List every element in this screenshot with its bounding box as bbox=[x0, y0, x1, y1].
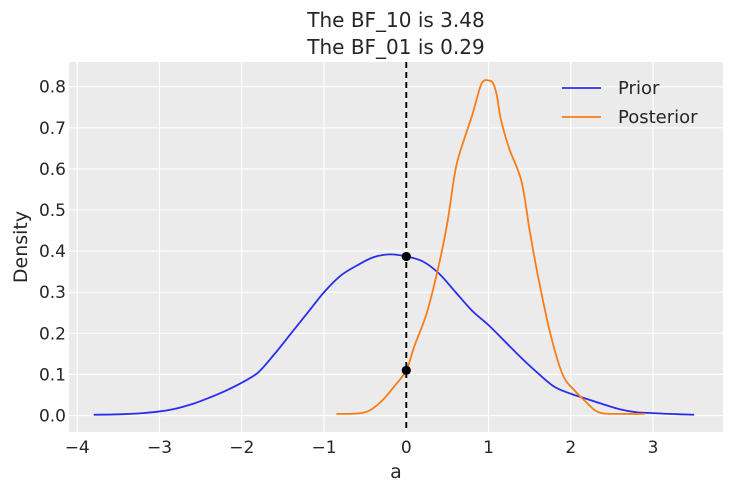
y-tick-label: 0.7 bbox=[39, 119, 66, 139]
x-tick-label: −2 bbox=[229, 438, 254, 458]
plot-area bbox=[69, 62, 723, 432]
chart-title-line-2: The BF_01 is 0.29 bbox=[306, 35, 484, 59]
y-tick-label: 0.4 bbox=[39, 242, 66, 262]
series-line-prior bbox=[93, 253, 695, 416]
legend-label-prior: Prior bbox=[618, 78, 660, 99]
legend-label-posterior: Posterior bbox=[618, 107, 698, 128]
reference-layer bbox=[401, 62, 411, 432]
x-tick-label: 2 bbox=[565, 438, 576, 458]
legend: Prior Posterior bbox=[562, 78, 698, 128]
x-tick-label: 3 bbox=[648, 438, 659, 458]
x-axis-label: a bbox=[390, 461, 402, 483]
tick-labels: −4 −3 −2 −1 0 1 2 3 0.0 0.1 0.2 0.3 0.4 0.5 0.6 0.7 0.8 bbox=[39, 78, 659, 458]
x-tick-label: 0 bbox=[401, 438, 412, 458]
y-tick-label: 0.8 bbox=[39, 78, 66, 98]
y-tick-label: 0.6 bbox=[39, 160, 66, 180]
x-tick-label: −3 bbox=[147, 438, 172, 458]
density-point-marker bbox=[401, 251, 411, 262]
y-tick-label: 0.0 bbox=[39, 407, 66, 427]
grid-lines bbox=[69, 62, 723, 432]
x-tick-label: 1 bbox=[483, 438, 494, 458]
y-tick-label: 0.5 bbox=[39, 201, 66, 221]
x-tick-label: −1 bbox=[311, 438, 336, 458]
y-tick-label: 0.1 bbox=[39, 365, 66, 385]
density-point-marker bbox=[401, 365, 411, 375]
y-tick-label: 0.3 bbox=[39, 283, 66, 303]
y-axis-label: Density bbox=[10, 211, 32, 283]
chart-title-line-1: The BF_10 is 3.48 bbox=[306, 8, 484, 32]
y-tick-label: 0.2 bbox=[39, 324, 66, 344]
x-tick-label: −4 bbox=[65, 438, 90, 458]
